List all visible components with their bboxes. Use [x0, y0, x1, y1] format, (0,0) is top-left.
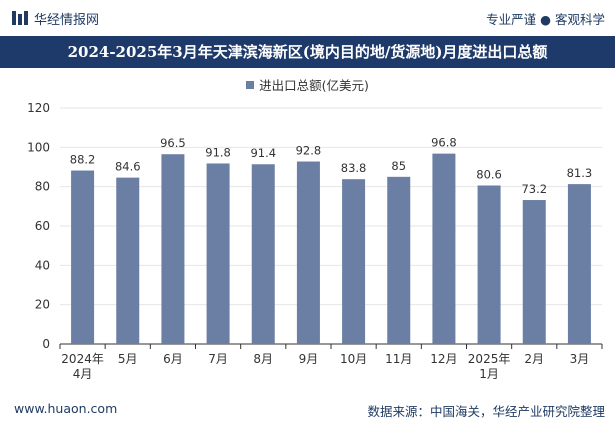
y-tick-label: 20	[35, 298, 50, 312]
logo-text: 华经情报网	[34, 13, 100, 28]
bar	[387, 176, 411, 344]
bar	[161, 154, 185, 344]
x-tick-label: 2月	[524, 352, 544, 366]
bar	[251, 164, 275, 344]
bar	[522, 200, 546, 344]
y-tick-label: 60	[35, 219, 50, 233]
data-label: 96.5	[160, 136, 186, 150]
x-tick-label: 12月	[430, 352, 457, 366]
x-tick-label: 2025年	[468, 352, 511, 366]
y-tick-label: 40	[35, 258, 50, 272]
data-label: 83.8	[341, 161, 367, 175]
data-label: 85	[391, 159, 406, 173]
data-label: 84.6	[115, 160, 141, 174]
data-label: 73.2	[521, 182, 547, 196]
legend: 进出口总额(亿美元)	[0, 75, 615, 94]
bar	[432, 153, 456, 344]
y-tick-label: 0	[42, 337, 50, 351]
legend-label: 进出口总额(亿美元)	[259, 78, 369, 93]
x-tick-label: 1月	[479, 367, 499, 381]
x-tick-label: 10月	[340, 352, 367, 366]
x-tick-label: 9月	[299, 352, 319, 366]
x-tick-label: 2024年	[61, 352, 104, 366]
title-bar: 2024-2025年3月年天津滨海新区(境内目的地/货源地)月度进出口总额	[0, 36, 615, 68]
x-tick-label: 6月	[163, 352, 183, 366]
bar	[296, 161, 320, 344]
x-tick-label: 8月	[253, 352, 273, 366]
y-tick-label: 100	[27, 140, 50, 154]
slogan: 专业严谨 ● 客观科学	[486, 12, 605, 27]
y-tick-label: 80	[35, 180, 50, 194]
footer-site: www.huaon.com	[14, 401, 118, 416]
data-label: 96.8	[431, 136, 457, 150]
bar	[71, 170, 95, 344]
data-label: 80.6	[476, 167, 502, 181]
chart-title: 2024-2025年3月年天津滨海新区(境内目的地/货源地)月度进出口总额	[67, 43, 548, 61]
data-label: 91.4	[250, 146, 276, 160]
footer-source: 数据来源：中国海关，华经产业研究院整理	[367, 404, 605, 419]
huaon-logo-icon	[12, 11, 28, 25]
bar	[342, 179, 366, 344]
x-tick-label: 4月	[73, 367, 93, 381]
bar	[116, 177, 140, 344]
footer: www.huaon.com 数据来源：中国海关，华经产业研究院整理	[0, 392, 615, 427]
legend-swatch	[246, 80, 255, 89]
x-tick-label: 3月	[570, 352, 590, 366]
data-label: 88.2	[70, 153, 96, 167]
x-tick-label: 5月	[118, 352, 138, 366]
x-tick-label: 11月	[385, 352, 412, 366]
data-label: 92.8	[296, 143, 322, 157]
bar	[477, 185, 501, 344]
data-label: 81.3	[567, 166, 593, 180]
bar	[567, 184, 591, 344]
y-tick-label: 120	[27, 101, 50, 115]
data-label: 91.8	[205, 145, 231, 159]
top-bar: 华经情报网 专业严谨 ● 客观科学	[0, 0, 615, 36]
bar	[206, 163, 230, 344]
x-tick-label: 7月	[208, 352, 228, 366]
